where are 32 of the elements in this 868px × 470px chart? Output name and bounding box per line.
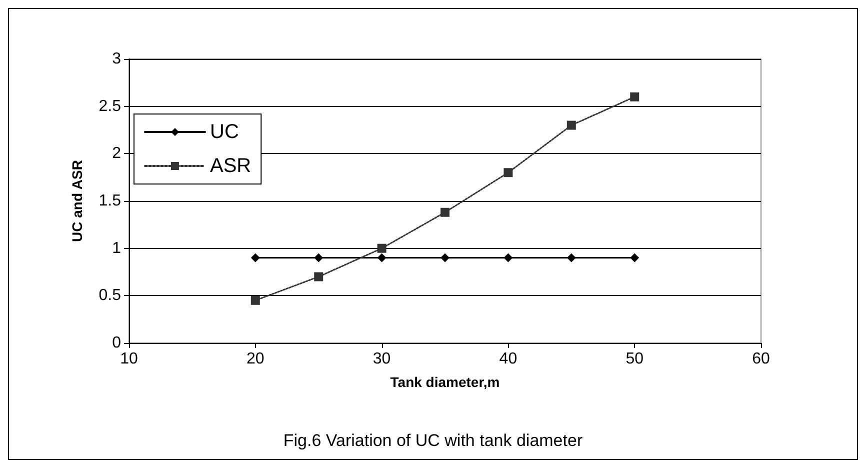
y-tick-label: 2 [112,145,122,162]
y-tick-label: 0.5 [98,287,122,304]
y-axis-title: UC and ASR [69,160,85,242]
point [566,120,576,130]
y-tick-label: 3 [112,50,122,68]
point [504,253,513,262]
point [504,168,513,178]
point [314,272,324,282]
point [377,244,386,253]
x-tick-label: 50 [626,350,644,368]
point [566,253,576,262]
x-tick-label: 30 [372,350,391,368]
y-tick-label: 1 [112,240,122,257]
point [250,296,260,305]
point [630,253,640,262]
x-tick-label: 10 [120,350,138,368]
x-tick-label: 40 [499,350,518,368]
caption: Fig.6 Variation of UC with tank diameter [283,431,583,450]
x-tick-label: 60 [752,350,770,368]
legend-label: UC [210,121,239,143]
x-axis-title: Tank diameter,m [390,374,500,390]
point [314,253,324,262]
y-tick-label: 2.5 [98,98,122,115]
y-tick-label: 1.5 [98,192,122,210]
point [630,92,640,102]
point [377,253,386,262]
legend-label: ASR [210,155,252,177]
y-tick-label: 0 [112,334,122,352]
point [440,208,450,217]
point [440,253,450,262]
point [250,253,260,262]
x-tick-label: 20 [246,350,264,368]
